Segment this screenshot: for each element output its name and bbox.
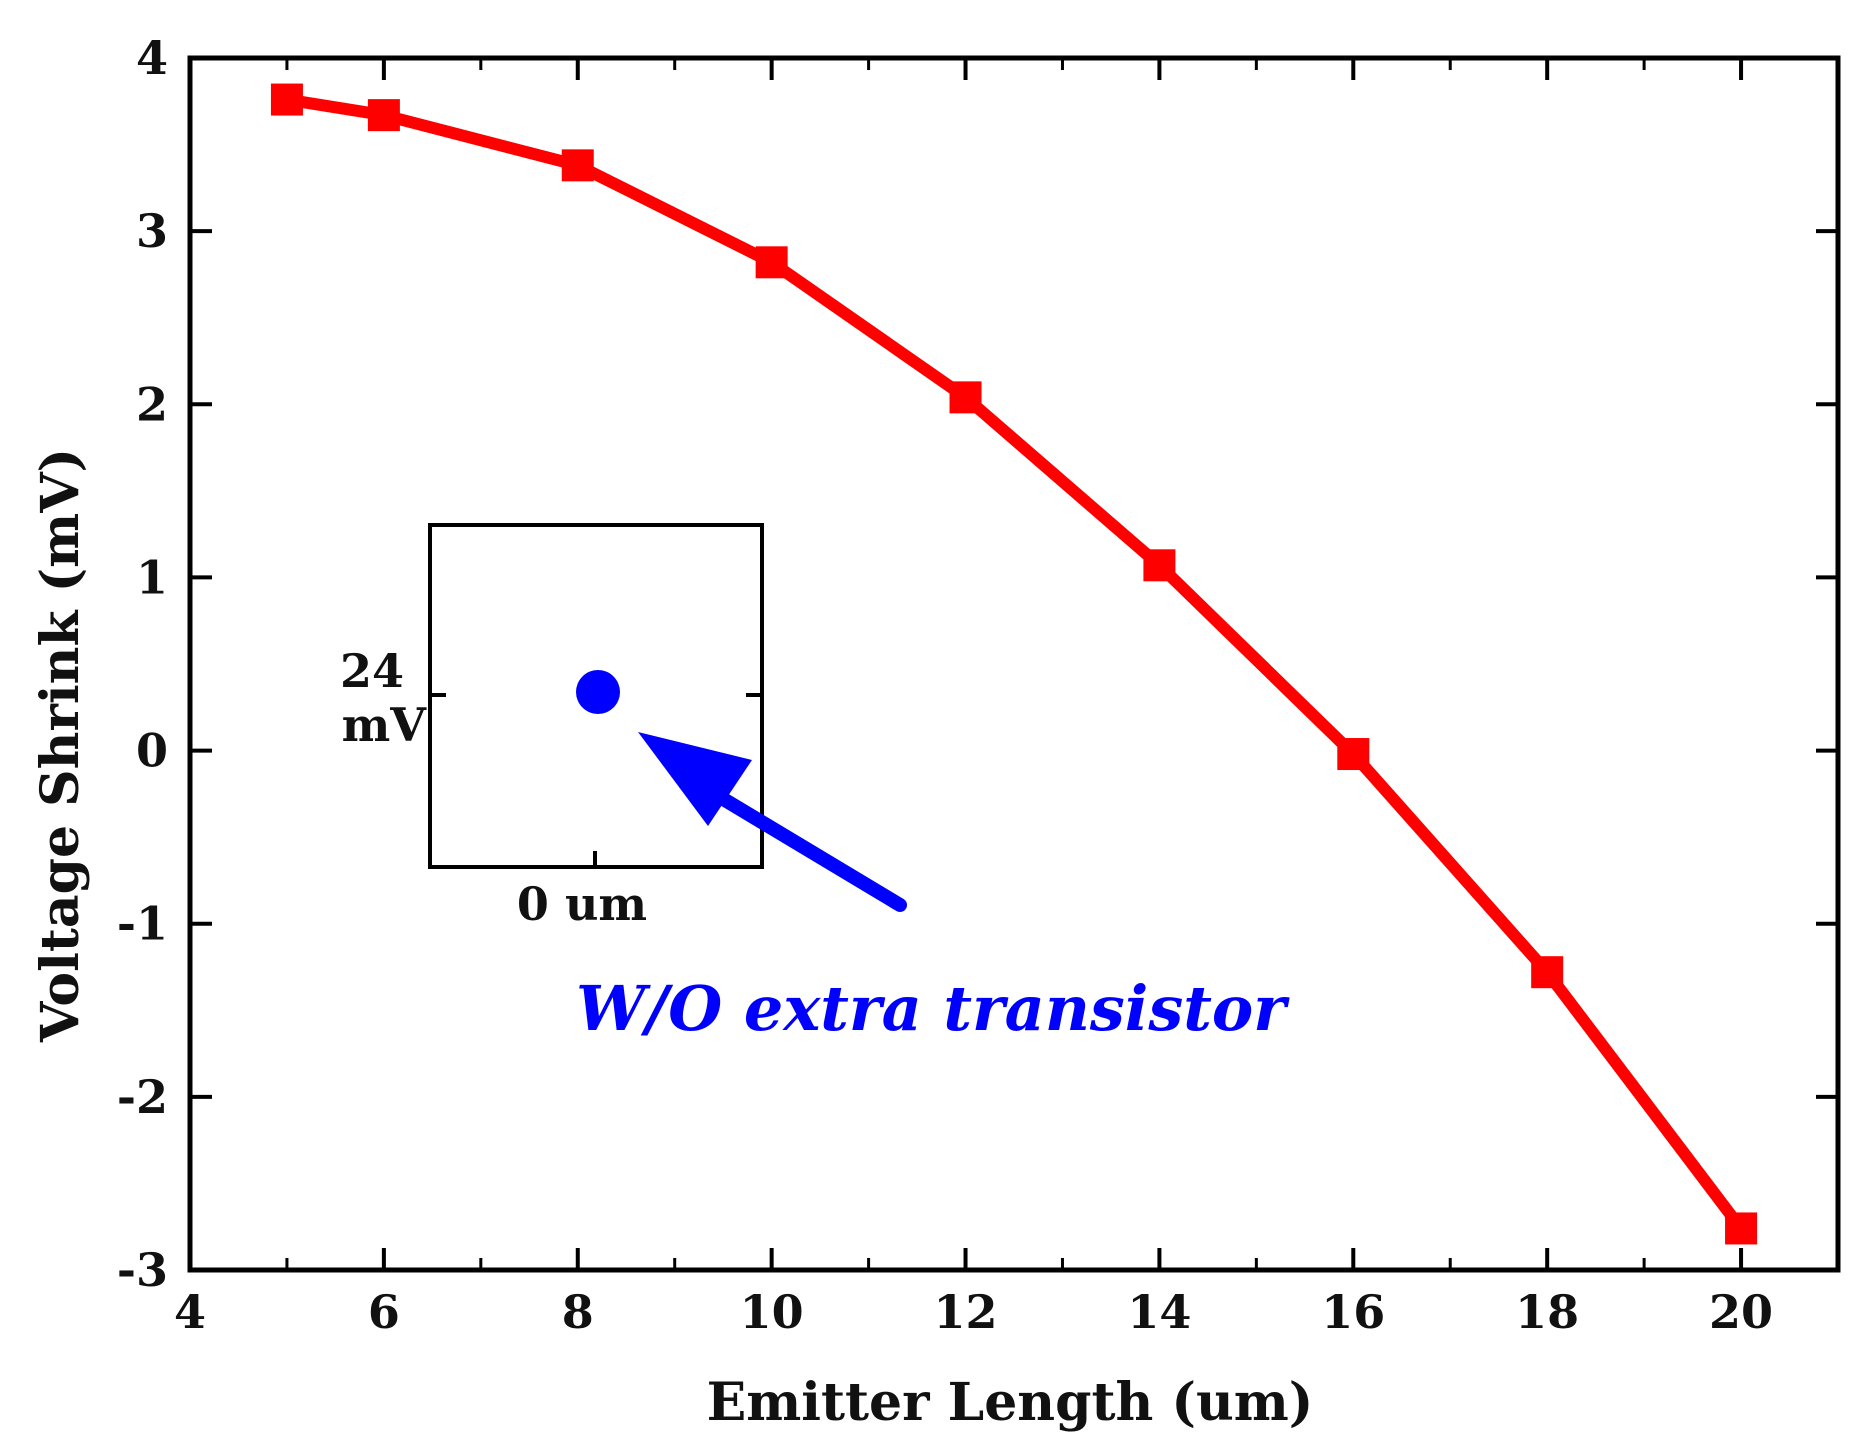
x-tick-label: 18 <box>1515 1285 1579 1339</box>
data-point-marker <box>270 83 303 116</box>
inset-plot: 24 mV 0 um <box>340 523 764 931</box>
inset-y-label-unit: mV <box>342 698 428 752</box>
inset-data-point <box>576 670 620 714</box>
data-point-marker <box>367 99 400 132</box>
data-point-marker <box>561 149 594 182</box>
y-tick-label: -3 <box>117 1243 168 1297</box>
plot-frame <box>187 55 1841 1273</box>
y-tick-label: -1 <box>117 897 168 951</box>
data-point-marker <box>949 381 982 414</box>
x-tick-label: 10 <box>740 1285 804 1339</box>
data-point-marker <box>755 246 788 279</box>
y-axis-ticks: 4 3 2 1 0 -1 -2 -3 <box>117 31 1838 1297</box>
x-axis-title: Emitter Length (um) <box>707 1372 1314 1433</box>
data-point-marker <box>1725 1212 1758 1245</box>
series-layer <box>270 83 1758 1245</box>
annotation-text: W/O extra transistor <box>576 972 1290 1045</box>
x-tick-label: 8 <box>562 1285 594 1339</box>
annotation-arrow <box>692 778 907 912</box>
x-tick-label: 12 <box>934 1285 998 1339</box>
inset-x-label: 0 um <box>517 877 647 931</box>
y-tick-label: -2 <box>117 1070 168 1124</box>
data-point-marker <box>1531 956 1564 989</box>
x-tick-label: 6 <box>368 1285 400 1339</box>
data-point-marker <box>1337 738 1370 771</box>
x-axis-ticks: 4 6 8 10 12 14 16 18 20 <box>174 58 1773 1339</box>
x-tick-label: 14 <box>1127 1285 1191 1339</box>
x-tick-label: 20 <box>1709 1285 1773 1339</box>
x-tick-label: 4 <box>174 1285 206 1339</box>
y-tick-label: 1 <box>136 550 168 604</box>
data-point-marker <box>1143 549 1176 582</box>
x-tick-label: 16 <box>1321 1285 1385 1339</box>
y-tick-label: 2 <box>136 377 168 431</box>
y-tick-label: 3 <box>136 204 168 258</box>
series-line <box>285 93 1746 1233</box>
inset-y-label-value: 24 <box>340 644 404 698</box>
y-tick-label: 4 <box>136 31 168 85</box>
annotation-arrowhead <box>638 732 752 826</box>
y-tick-label: 0 <box>136 724 168 778</box>
y-axis-title: Voltage Shrink (mV) <box>30 448 91 1043</box>
